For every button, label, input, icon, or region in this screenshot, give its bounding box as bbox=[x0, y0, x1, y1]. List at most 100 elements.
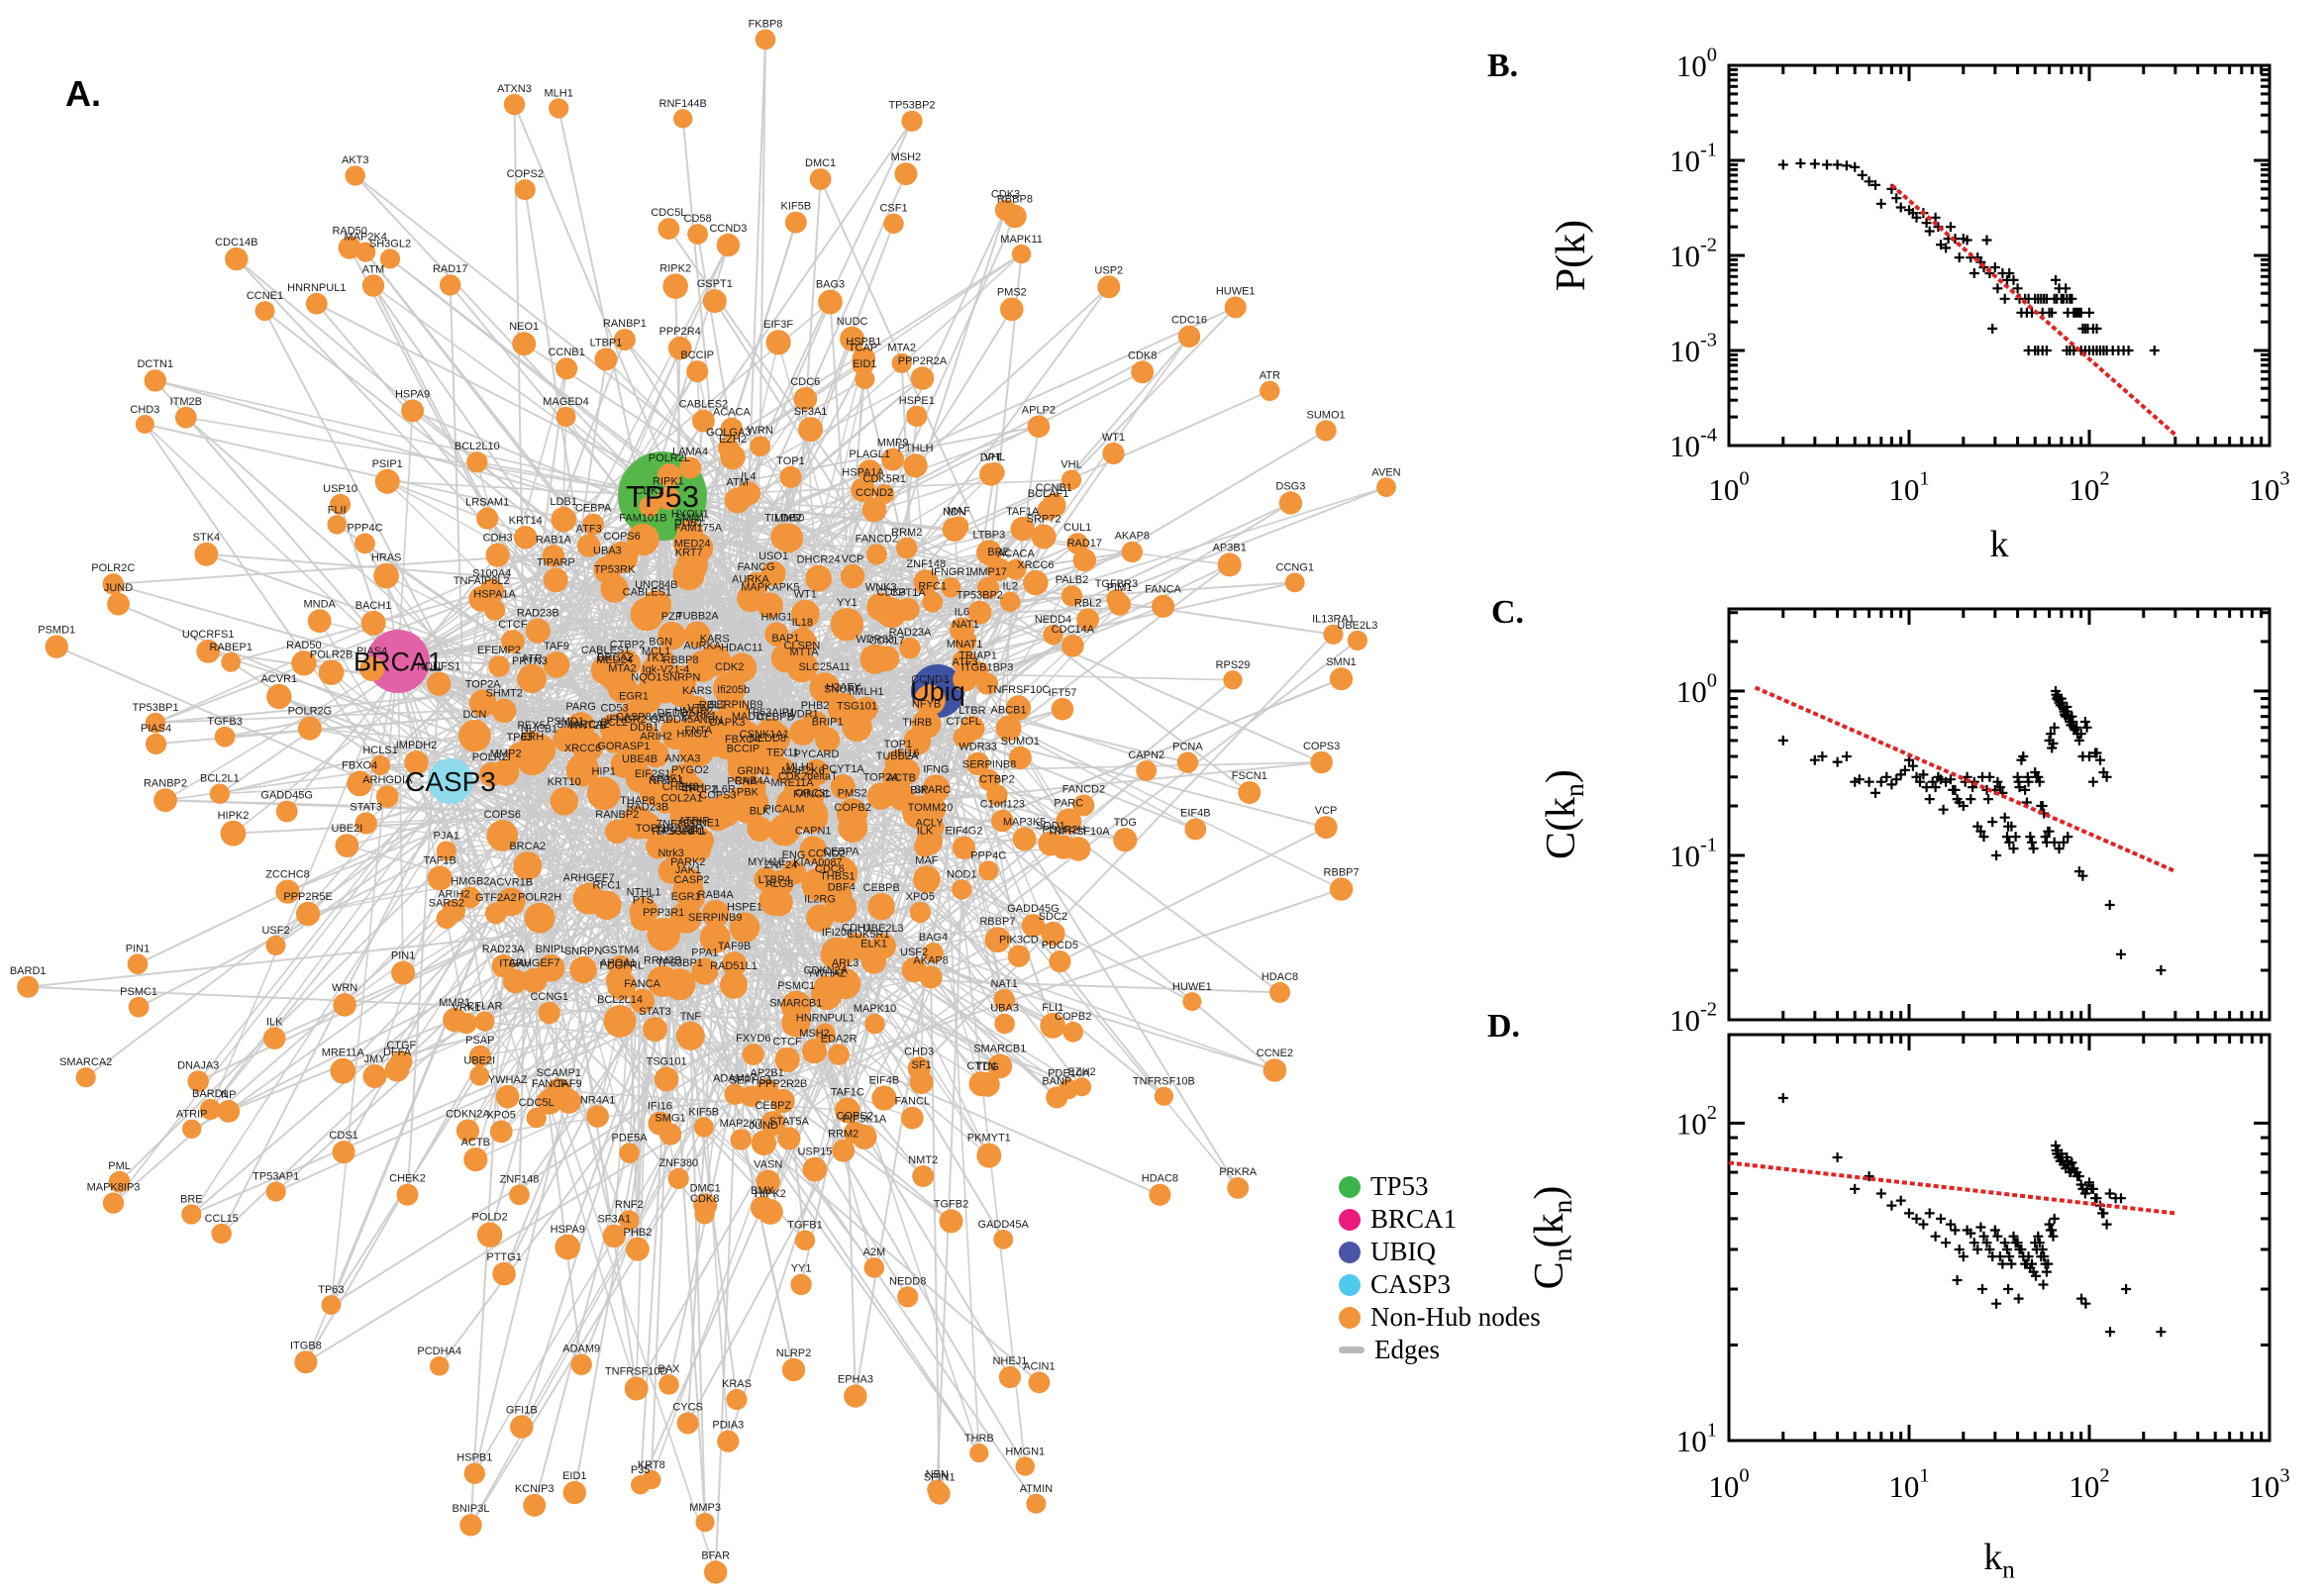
gene-node bbox=[824, 856, 858, 891]
gene-label: FKBP8 bbox=[749, 19, 783, 31]
gene-label: ERH bbox=[521, 732, 544, 744]
gene-label: RAD17 bbox=[433, 263, 467, 275]
gene-node bbox=[986, 557, 1011, 581]
gene-label: PICALM bbox=[764, 804, 805, 816]
gene-label: RBL2 bbox=[1074, 597, 1102, 609]
gene-node bbox=[941, 577, 961, 598]
gene-node bbox=[360, 610, 386, 636]
gene-node bbox=[361, 274, 385, 297]
gene-label: DCTN1 bbox=[137, 358, 173, 370]
gene-node bbox=[1152, 594, 1175, 619]
gene-node bbox=[742, 775, 766, 801]
gene-node bbox=[1223, 670, 1243, 690]
gene-label: ITGB1BP3 bbox=[961, 662, 1014, 674]
hub-label-TP53: TP53 bbox=[626, 479, 699, 514]
tick-label: 103 bbox=[2249, 468, 2289, 508]
gene-node bbox=[390, 1050, 413, 1073]
gene-node bbox=[440, 274, 461, 296]
gene-node bbox=[923, 943, 944, 963]
gene-label: MRE11A bbox=[322, 1047, 365, 1059]
gene-node bbox=[727, 744, 758, 775]
gene-label: SLC25A11 bbox=[799, 661, 851, 673]
gene-label: TP63 bbox=[318, 1284, 344, 1296]
gene-node bbox=[643, 742, 669, 768]
gene-label: UBE2I bbox=[463, 1055, 495, 1067]
gene-label: SCAMP1 bbox=[537, 1067, 581, 1079]
gene-label: VHL bbox=[1060, 459, 1081, 471]
gene-node bbox=[211, 1223, 232, 1245]
gene-node bbox=[950, 617, 974, 643]
gene-node bbox=[657, 857, 684, 884]
gene-label: IFI16 bbox=[648, 1101, 672, 1113]
gene-label: FANCD2 bbox=[1062, 783, 1105, 795]
gene-node bbox=[1038, 831, 1063, 856]
gene-label: ATR bbox=[1260, 370, 1280, 382]
gene-label: WDR1 bbox=[786, 709, 818, 721]
gene-label: POLR2I bbox=[472, 751, 511, 763]
gene-label: IL2 bbox=[1003, 581, 1018, 593]
gene-label: ARIH2 bbox=[438, 888, 469, 900]
gene-node bbox=[630, 988, 655, 1014]
gene-node bbox=[704, 1560, 728, 1584]
gene-node bbox=[643, 1017, 667, 1043]
gene-label: CASP8AP2 bbox=[616, 712, 672, 724]
gene-label: CHEK2 bbox=[662, 781, 699, 793]
gene-label: BAG3 bbox=[816, 279, 845, 291]
scatter-points bbox=[1777, 686, 2167, 975]
gene-label: NR4A1 bbox=[580, 1094, 615, 1106]
gene-label: PALB2 bbox=[1056, 574, 1088, 586]
gene-node bbox=[459, 1514, 482, 1537]
gene-label: CASP2 bbox=[673, 874, 709, 886]
gene-node bbox=[1042, 493, 1066, 518]
gene-node bbox=[894, 162, 918, 186]
gene-node bbox=[429, 1356, 450, 1376]
gene-label: LTBP1 bbox=[590, 338, 623, 349]
gene-node bbox=[332, 1141, 355, 1164]
gene-label: BRE bbox=[987, 547, 1010, 558]
gene-node bbox=[468, 689, 497, 718]
gene-label: KRT7 bbox=[675, 548, 703, 559]
gene-node bbox=[863, 1257, 885, 1278]
gene-label: ANXA3 bbox=[664, 753, 700, 765]
gene-node bbox=[1106, 589, 1127, 610]
gene-node bbox=[902, 795, 937, 830]
gene-label: SUMO1 bbox=[1001, 736, 1040, 748]
gene-node bbox=[642, 1469, 661, 1490]
gene-label: TAF1A bbox=[1006, 506, 1040, 518]
gene-label: TP53AP1 bbox=[252, 1171, 299, 1183]
gene-node bbox=[639, 778, 666, 806]
gene-label: RAD50 bbox=[332, 226, 366, 238]
gene-label: PPP2R2B bbox=[758, 1078, 808, 1090]
gene-label: CCND3 bbox=[709, 223, 747, 235]
gene-node bbox=[953, 727, 974, 748]
gene-node bbox=[952, 836, 976, 859]
gene-node bbox=[779, 465, 802, 488]
gene-node bbox=[716, 233, 741, 257]
gene-label: ACIN1 bbox=[1023, 1360, 1055, 1372]
gene-node bbox=[1026, 1493, 1047, 1514]
gene-node bbox=[553, 727, 578, 752]
plot-c: 100 10-1 10-2 C(kn) bbox=[1539, 607, 2272, 1038]
gene-label: JAK1 bbox=[675, 864, 701, 876]
gene-node bbox=[1040, 1013, 1066, 1039]
gene-label: WT1 bbox=[1102, 432, 1125, 444]
gene-node bbox=[550, 787, 578, 816]
gene-node bbox=[658, 1123, 682, 1146]
gene-node bbox=[900, 1106, 924, 1130]
gene-label: GFI1B bbox=[506, 1404, 538, 1416]
gene-label: CDH1 bbox=[842, 922, 871, 934]
gene-label: SHMT2 bbox=[486, 688, 523, 700]
gene-node bbox=[718, 437, 740, 459]
gene-label: PPP4C bbox=[347, 522, 382, 534]
gene-node bbox=[1113, 828, 1138, 852]
gene-label: MMP9 bbox=[877, 438, 909, 449]
gene-node bbox=[656, 486, 680, 510]
gene-label: HSPB1 bbox=[846, 337, 881, 349]
gene-label: NUCB1 bbox=[521, 723, 557, 735]
gene-node bbox=[373, 562, 399, 589]
gene-label: KIF5B bbox=[689, 1106, 720, 1118]
gene-node bbox=[658, 1374, 679, 1395]
gene-label: PARK2 bbox=[670, 856, 705, 868]
gene-label: MSH2 bbox=[799, 1028, 830, 1040]
gene-node bbox=[969, 1444, 989, 1463]
